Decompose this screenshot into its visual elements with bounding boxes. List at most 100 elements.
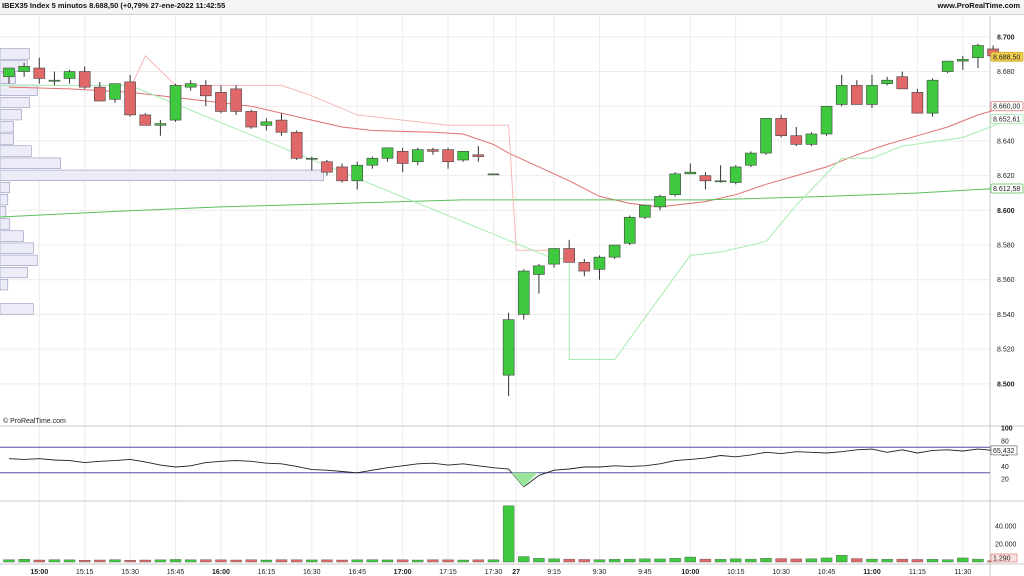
candles (3, 43, 999, 396)
price-badge-label: 8.688,50 (993, 54, 1020, 61)
volume-bar (775, 558, 787, 563)
time-tick-label: 10:45 (818, 569, 836, 576)
volume-bar (306, 559, 318, 563)
candle-body (366, 157, 379, 166)
volume-bar (836, 555, 848, 563)
volume-profile-bar (0, 279, 9, 291)
volume-bar (200, 559, 212, 563)
volume-profile-bar (0, 84, 38, 96)
volume-bar (427, 559, 439, 563)
candle-body (336, 166, 348, 182)
volume-bar (94, 559, 106, 563)
candle-body (351, 164, 364, 182)
volume-bar (820, 557, 833, 563)
candle-body (820, 105, 833, 135)
volume-bar (487, 559, 500, 563)
oscillator-tick-label: 100 (1001, 426, 1013, 433)
candle-body (851, 85, 863, 105)
volume-bar (336, 559, 348, 563)
candle-body (321, 161, 333, 173)
candle-body (472, 154, 485, 157)
price-tick-label: 8.620 (997, 173, 1015, 180)
volume-bar (139, 559, 151, 563)
volume-profile-bar (0, 181, 11, 194)
volume-value-label: 1.290 (993, 556, 1011, 563)
price-tick-label: 8.640 (997, 138, 1015, 145)
candle-body (578, 262, 591, 272)
volume-bar (957, 557, 969, 563)
volume-bar (502, 505, 515, 563)
oversold-fill (511, 472, 538, 487)
volume-bar (184, 559, 197, 563)
volume-bar (396, 559, 409, 563)
volume-bar (972, 558, 984, 563)
volume-value-badge (990, 553, 1018, 563)
time-tick-label: 15:00 (30, 569, 48, 576)
volume-profile-bar (0, 266, 28, 279)
time-tick-label: 17:15 (439, 569, 457, 576)
candle-body (745, 152, 757, 166)
price-badge (990, 101, 1024, 112)
volume-bar (442, 559, 454, 563)
candle-body (154, 123, 167, 126)
volume-bar (245, 559, 257, 563)
time-tick-label: 17:30 (485, 569, 503, 576)
candle-body (260, 121, 273, 126)
volume-bar (472, 559, 485, 563)
price-tick-label: 8.500 (997, 381, 1015, 388)
candle-body (608, 244, 621, 258)
candle-body (18, 66, 30, 72)
volume-profile-bar (0, 218, 11, 230)
time-tick-label: 16:30 (303, 569, 321, 576)
candle-body (714, 180, 727, 183)
series-line (8, 86, 1009, 208)
candle-body (835, 85, 848, 105)
volume-profile-bar (0, 121, 14, 133)
volume-bar (699, 558, 712, 563)
volume-bar (669, 558, 681, 563)
volume-bar (78, 559, 91, 563)
volume-tick-label: 20.000 (995, 541, 1017, 548)
candle-body (866, 85, 878, 105)
volume-profile-bar (0, 254, 38, 266)
candle-body (957, 59, 969, 62)
site-link[interactable]: www.ProRealTime.com (937, 1, 1020, 10)
volume-bar (941, 559, 954, 563)
volume-bar (124, 559, 136, 563)
oscillator-line (8, 448, 994, 488)
volume-bar (805, 558, 818, 563)
price-tick-label: 8.560 (997, 277, 1015, 284)
volume-bar (684, 556, 696, 563)
volume-bar (624, 558, 636, 563)
candle-body (381, 147, 394, 159)
candle-body (442, 149, 454, 163)
candle-body (109, 83, 121, 100)
grid (0, 16, 1024, 576)
price-tick-label: 8.520 (997, 347, 1015, 354)
candle-body (275, 119, 288, 133)
candle-body (502, 319, 515, 376)
candle-body (487, 173, 500, 176)
time-tick-label: 15:30 (121, 569, 139, 576)
candle-body (790, 135, 803, 145)
volume-bar (381, 559, 394, 563)
volume-bar (563, 558, 575, 563)
volume-bar (366, 559, 379, 563)
oscillator-tick-label: 40 (1001, 464, 1009, 471)
candle-body (48, 79, 61, 82)
volume-bar (593, 559, 606, 563)
candle-body (169, 85, 182, 121)
volume-bar (290, 559, 303, 563)
candle-body (548, 248, 560, 265)
candle-body (533, 265, 545, 275)
candle-body (124, 81, 136, 116)
candle-body (805, 133, 818, 145)
volume-profile-bar (0, 194, 9, 206)
candle-body (184, 83, 197, 88)
volume-bar (639, 558, 651, 563)
oscillator-tick-label: 20 (1001, 477, 1009, 484)
candle-body (926, 79, 939, 114)
volume-bar (866, 558, 878, 563)
candle-body (245, 111, 258, 128)
